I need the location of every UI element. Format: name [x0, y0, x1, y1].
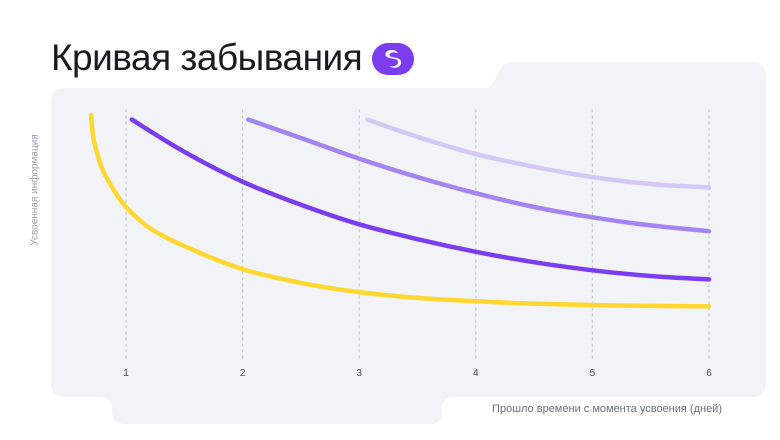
series-line [246, 117, 712, 234]
chart-panel [51, 62, 766, 424]
x-tick-label: 6 [706, 368, 712, 379]
series-line [129, 117, 712, 282]
series-line [365, 117, 712, 190]
x-axis-label: Прошло времени с момента усвоения (дней) [492, 403, 722, 415]
x-tick-label: 4 [473, 368, 479, 379]
series-line [88, 112, 712, 309]
x-tick-label: 5 [590, 368, 596, 379]
page-title: Кривая забывания [51, 37, 363, 78]
skyeng-logo-icon [372, 43, 414, 75]
y-axis-label: Усвоенная информация [29, 134, 41, 246]
x-tick-label: 3 [356, 368, 362, 379]
x-tick-label: 2 [240, 368, 246, 379]
x-tick-label: 1 [123, 368, 129, 379]
